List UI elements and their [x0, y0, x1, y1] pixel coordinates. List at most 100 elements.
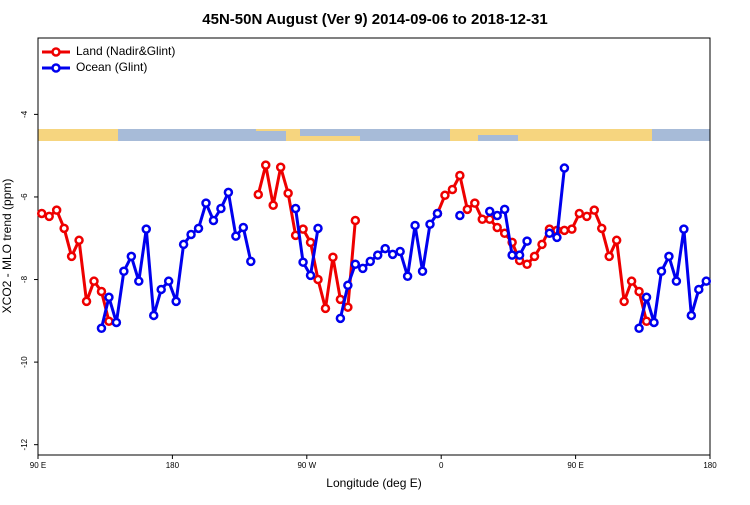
data-point [148, 310, 159, 321]
data-point [537, 239, 547, 250]
x-tick-label: 90 E [567, 461, 583, 470]
data-point [559, 163, 570, 173]
data-point [208, 215, 219, 226]
data-point [455, 210, 465, 221]
data-point [462, 204, 473, 215]
data-point [522, 236, 532, 246]
data-point [156, 284, 166, 295]
y-tick-label: -8 [20, 275, 29, 283]
data-point [51, 205, 62, 215]
data-point [380, 243, 390, 254]
data-point [619, 296, 629, 307]
data-point [582, 211, 592, 222]
data-point [126, 251, 137, 262]
data-point [104, 316, 114, 326]
data-point [611, 235, 622, 246]
x-axis-label: Longitude (deg E) [326, 476, 421, 490]
data-point [59, 223, 69, 234]
data-point [275, 162, 286, 172]
data-point [178, 239, 189, 250]
x-tick-label: 180 [166, 461, 180, 470]
data-point [492, 222, 502, 233]
data-point [119, 266, 129, 277]
y-tick-label: -12 [20, 438, 29, 450]
data-point [305, 237, 316, 248]
data-point [343, 280, 353, 291]
data-point [529, 251, 540, 262]
legend-label: Ocean (Glint) [76, 60, 147, 74]
data-point [559, 225, 570, 236]
plot-frame [37, 37, 711, 456]
data-point [440, 190, 450, 201]
data-point [260, 160, 271, 170]
data-point [134, 276, 144, 286]
data-point [634, 323, 644, 333]
data-point [223, 187, 234, 198]
data-point [343, 302, 353, 312]
data-point [283, 188, 293, 198]
data-point [507, 250, 517, 260]
data-point [574, 208, 585, 219]
data-point [447, 184, 458, 195]
data-point [596, 223, 607, 234]
x-tick-label: 0 [439, 461, 444, 470]
data-point [201, 198, 211, 208]
map-strip [38, 129, 710, 141]
data-point [432, 208, 443, 219]
data-point [664, 251, 674, 262]
data-point [44, 211, 54, 222]
data-point [484, 206, 495, 217]
data-point [522, 259, 532, 270]
data-point [358, 263, 368, 274]
data-point [350, 259, 361, 270]
data-point [641, 292, 652, 303]
data-point [425, 219, 435, 229]
data-point [298, 257, 308, 267]
data-point [484, 214, 495, 225]
data-point [395, 246, 405, 257]
data-point [268, 200, 278, 210]
data-point [365, 256, 376, 267]
legend-label: Land (Nadir&Glint) [76, 44, 175, 58]
x-tick-label: 90 E [30, 461, 46, 470]
data-point [656, 266, 667, 277]
data-point [641, 316, 652, 326]
data-point [417, 266, 428, 277]
data-point [216, 203, 226, 214]
data-point [679, 224, 689, 234]
series-line [100, 167, 708, 329]
data-point [589, 205, 600, 215]
y-tick-label: -4 [20, 110, 29, 118]
data-point [649, 317, 659, 328]
data-point [492, 210, 502, 221]
data-point [686, 310, 697, 321]
x-tick-label: 180 [703, 461, 717, 470]
data-point [335, 313, 346, 324]
data-point [552, 232, 562, 243]
data-point [320, 303, 331, 314]
data-point [141, 224, 152, 234]
data-point [313, 223, 323, 234]
data-point [410, 220, 420, 231]
data-point [544, 228, 555, 239]
data-point [626, 276, 637, 286]
data-point [186, 229, 196, 240]
data-point [253, 189, 264, 200]
data-point [246, 256, 256, 267]
data-point [290, 203, 301, 214]
data-point [567, 224, 577, 234]
data-point [694, 284, 704, 295]
legend-marker [51, 63, 61, 73]
data-point [455, 170, 465, 181]
data-point [111, 317, 122, 328]
data-point [81, 296, 92, 307]
y-tick-label: -6 [20, 193, 29, 201]
data-point [328, 252, 338, 262]
x-tick-label: 90 W [297, 461, 316, 470]
data-point [477, 214, 488, 225]
data-point [171, 296, 181, 307]
chart-title: 45N-50N August (Ver 9) 2014-09-06 to 201… [202, 11, 547, 28]
data-point [470, 198, 480, 208]
data-point [96, 323, 107, 333]
data-point [499, 204, 510, 215]
